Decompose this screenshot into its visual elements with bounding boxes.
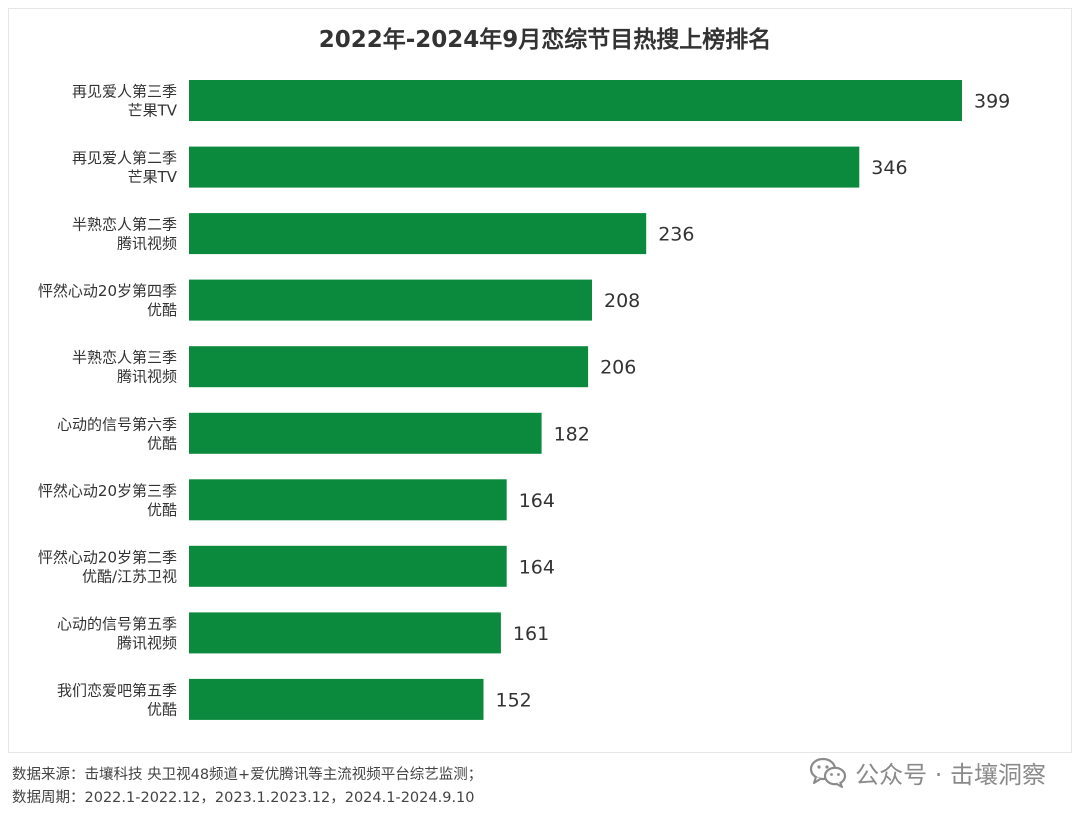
category-label-10: 我们恋爱吧第五季 xyxy=(57,681,177,699)
chart-title: 2022年-2024年9月恋综节目热搜上榜排名 xyxy=(319,26,772,53)
category-label-5: 半熟恋人第三季 xyxy=(72,349,177,367)
value-label-4: 208 xyxy=(604,290,640,312)
bar-9 xyxy=(189,612,501,654)
category-label-2: 再见爱人第二季 xyxy=(72,149,177,167)
value-label-2: 346 xyxy=(871,157,907,179)
platform-label-8: 优酷/江苏卫视 xyxy=(82,567,177,585)
platform-label-2: 芒果TV xyxy=(128,168,178,186)
footer: 数据来源：击壤科技 央卫视48频道+爱优腾讯等主流视频平台综艺监测； 数据周期：… xyxy=(12,764,482,810)
value-label-1: 399 xyxy=(974,91,1010,113)
platform-label-10: 优酷 xyxy=(147,700,177,718)
bar-8 xyxy=(189,545,507,587)
bar-chart: 2022年-2024年9月恋综节目热搜上榜排名 399再见爱人第三季芒果TV34… xyxy=(38,26,1010,720)
category-label-1: 再见爱人第三季 xyxy=(72,83,177,101)
bar-1 xyxy=(189,80,962,121)
bar-2 xyxy=(189,146,860,188)
bar-10 xyxy=(189,678,484,720)
bar-3 xyxy=(189,213,647,255)
value-label-3: 236 xyxy=(658,224,694,246)
bar-4 xyxy=(189,279,592,321)
platform-label-9: 腾讯视频 xyxy=(117,634,177,652)
platform-label-5: 腾讯视频 xyxy=(117,368,177,386)
value-label-7: 164 xyxy=(519,490,555,512)
value-label-5: 206 xyxy=(600,357,636,379)
value-label-8: 164 xyxy=(519,556,555,578)
watermark-text: 公众号 · 击壤洞察 xyxy=(855,760,1046,789)
category-label-8: 怦然心动20岁第二季 xyxy=(38,548,177,566)
bar-7 xyxy=(189,479,507,521)
value-label-6: 182 xyxy=(554,423,590,445)
platform-label-3: 腾讯视频 xyxy=(117,235,177,253)
value-label-10: 152 xyxy=(496,689,532,711)
category-label-4: 怦然心动20岁第四季 xyxy=(38,282,177,300)
data-source-note: 数据来源：击壤科技 央卫视48频道+爱优腾讯等主流视频平台综艺监测； xyxy=(12,767,483,783)
category-label-6: 心动的信号第六季 xyxy=(57,415,177,433)
category-label-9: 心动的信号第五季 xyxy=(57,615,177,633)
watermark: 公众号 · 击壤洞察 xyxy=(809,754,1046,790)
category-label-7: 怦然心动20岁第三季 xyxy=(38,482,177,500)
bar-5 xyxy=(189,346,589,388)
platform-label-1: 芒果TV xyxy=(128,102,178,120)
category-label-3: 半熟恋人第二季 xyxy=(72,216,177,234)
wechat-icon xyxy=(810,757,847,788)
platform-label-6: 优酷 xyxy=(147,434,177,452)
data-period-note: 数据周期：2022.1-2022.12，2023.1.2023.12，2024.… xyxy=(12,790,475,806)
platform-label-7: 优酷 xyxy=(147,501,177,519)
bar-6 xyxy=(189,412,542,454)
platform-label-4: 优酷 xyxy=(147,301,177,319)
value-label-9: 161 xyxy=(513,623,549,645)
